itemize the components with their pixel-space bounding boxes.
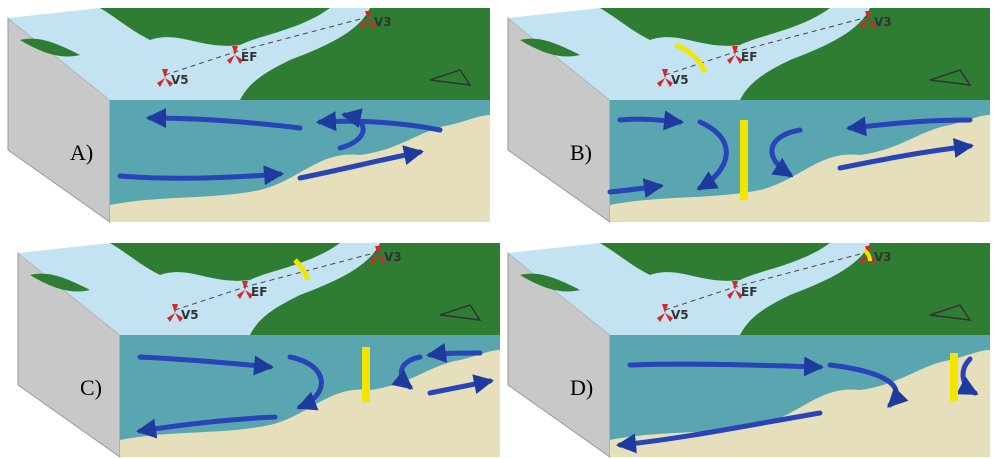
panel: V5 EF V3 A) — [8, 8, 490, 222]
front-bar — [740, 120, 748, 200]
current-arrow — [620, 119, 680, 122]
station-label: V5 — [171, 73, 189, 87]
station-label: EF — [251, 285, 267, 299]
station-label: V3 — [874, 250, 892, 264]
station-label: EF — [741, 50, 757, 64]
station-label: V5 — [181, 308, 199, 322]
front-bar — [950, 353, 958, 401]
station-label: V3 — [874, 15, 892, 29]
figure: V5 EF V3 A) V5 EF V3 B) V5 EF V3 C) V5 EF V3 D) — [0, 0, 1003, 459]
station-label: V5 — [671, 73, 689, 87]
panel: V5 EF V3 D) — [508, 243, 990, 457]
panel-label: D) — [570, 375, 593, 400]
panel: V5 EF V3 B) — [508, 8, 990, 222]
front-bar — [362, 347, 370, 402]
station-label: V3 — [374, 15, 392, 29]
panel-label: C) — [80, 375, 102, 400]
current-arrow — [630, 364, 820, 367]
station-label: V3 — [384, 250, 402, 264]
station-label: V5 — [671, 308, 689, 322]
current-arrow — [430, 353, 480, 355]
station-label: EF — [241, 50, 257, 64]
panel: V5 EF V3 C) — [18, 243, 500, 457]
station-label: EF — [741, 285, 757, 299]
panel-label: B) — [570, 140, 592, 165]
panel-label: A) — [70, 140, 93, 165]
